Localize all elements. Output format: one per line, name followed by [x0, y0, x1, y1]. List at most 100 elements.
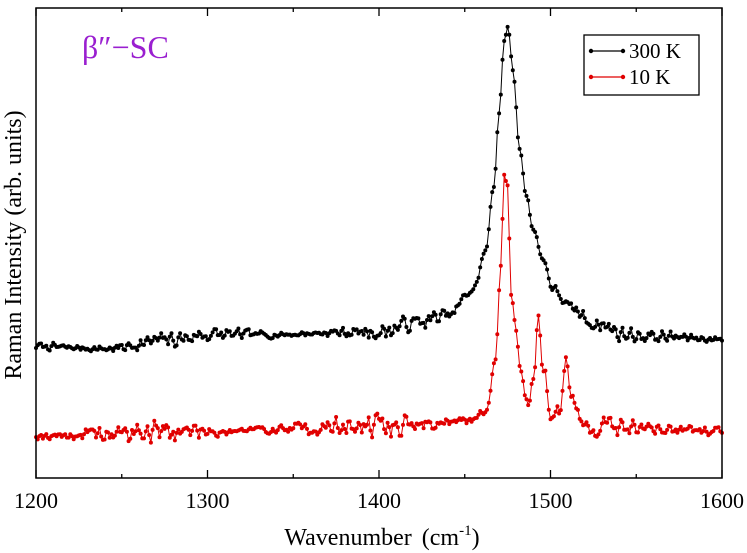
data-point: [94, 435, 98, 440]
data-point: [138, 431, 143, 436]
data-point: [66, 435, 71, 440]
data-point: [538, 333, 543, 338]
data-point: [332, 421, 337, 426]
data-point: [536, 244, 541, 249]
data-point: [102, 437, 107, 442]
data-point: [375, 411, 380, 416]
data-point: [150, 338, 155, 343]
data-point: [404, 325, 409, 329]
data-point: [365, 329, 369, 334]
data-point: [236, 326, 241, 331]
data-point: [529, 382, 534, 386]
data-point: [596, 322, 601, 327]
data-point: [502, 172, 507, 177]
data-point: [517, 146, 522, 151]
data-point: [337, 333, 342, 338]
data-point: [39, 341, 44, 346]
data-point: [371, 422, 376, 427]
data-point: [575, 309, 580, 314]
data-point: [286, 429, 291, 434]
data-point: [370, 435, 375, 440]
legend: 300 K 10 K: [583, 34, 700, 96]
data-point: [159, 429, 164, 434]
data-point: [591, 428, 596, 433]
x-tick-label-1400: 1400: [357, 488, 401, 513]
data-point: [517, 364, 522, 368]
data-point: [166, 425, 171, 430]
data-point: [512, 79, 517, 84]
data-point: [493, 357, 498, 362]
data-point: [572, 400, 577, 405]
data-point: [702, 425, 707, 430]
data-point: [47, 437, 52, 442]
data-point: [503, 179, 508, 183]
data-point: [605, 324, 610, 329]
data-point: [533, 230, 538, 234]
data-point: [196, 435, 201, 440]
data-point: [397, 324, 402, 329]
data-point: [711, 429, 716, 433]
data-point: [666, 333, 671, 338]
data-point: [347, 419, 352, 424]
data-point: [557, 411, 562, 416]
data-point: [95, 431, 100, 436]
data-point: [546, 407, 551, 412]
data-point: [524, 193, 529, 198]
data-point: [497, 111, 502, 116]
data-point: [353, 429, 357, 434]
data-point: [512, 318, 517, 322]
data-point: [574, 305, 579, 310]
data-point: [92, 428, 97, 433]
data-point: [678, 424, 683, 429]
data-point: [533, 365, 538, 370]
data-point: [99, 434, 104, 439]
data-point: [593, 324, 598, 329]
data-point: [198, 332, 203, 336]
data-point: [539, 362, 544, 367]
data-point: [138, 338, 143, 343]
data-point: [133, 429, 138, 434]
data-point: [368, 428, 373, 433]
data-point: [433, 312, 438, 317]
data-point: [167, 334, 172, 339]
data-point: [476, 412, 481, 417]
data-point: [716, 425, 721, 430]
data-point: [395, 327, 400, 332]
data-point: [500, 216, 505, 221]
data-point: [370, 330, 375, 335]
data-point: [488, 388, 493, 393]
data-point: [176, 427, 181, 432]
data-point: [500, 57, 505, 62]
data-point: [687, 335, 692, 340]
data-point: [620, 325, 625, 330]
data-point: [298, 422, 303, 427]
data-point: [205, 431, 210, 436]
data-point: [665, 338, 670, 343]
data-point: [123, 348, 128, 353]
data-point: [661, 332, 666, 337]
data-point: [44, 432, 49, 437]
data-point: [672, 336, 676, 341]
data-point: [507, 32, 512, 37]
data-point: [416, 316, 421, 321]
data-point: [181, 338, 186, 343]
data-point: [382, 427, 387, 432]
data-point: [186, 427, 191, 432]
data-point: [665, 427, 670, 432]
data-point: [474, 279, 479, 284]
data-point: [291, 426, 296, 431]
data-point: [207, 337, 212, 342]
x-tick-label-1200: 1200: [14, 488, 58, 513]
data-point: [169, 432, 174, 437]
data-point: [358, 423, 363, 427]
data-point: [562, 369, 567, 373]
data-point: [510, 301, 515, 306]
x-axis-title: Wavenumber (cm-1): [284, 523, 479, 551]
data-point: [107, 435, 112, 440]
data-point: [239, 336, 244, 340]
data-point: [503, 32, 508, 37]
data-point: [305, 426, 309, 431]
data-point: [195, 334, 200, 339]
data-point: [303, 422, 308, 427]
data-point: [636, 430, 640, 435]
